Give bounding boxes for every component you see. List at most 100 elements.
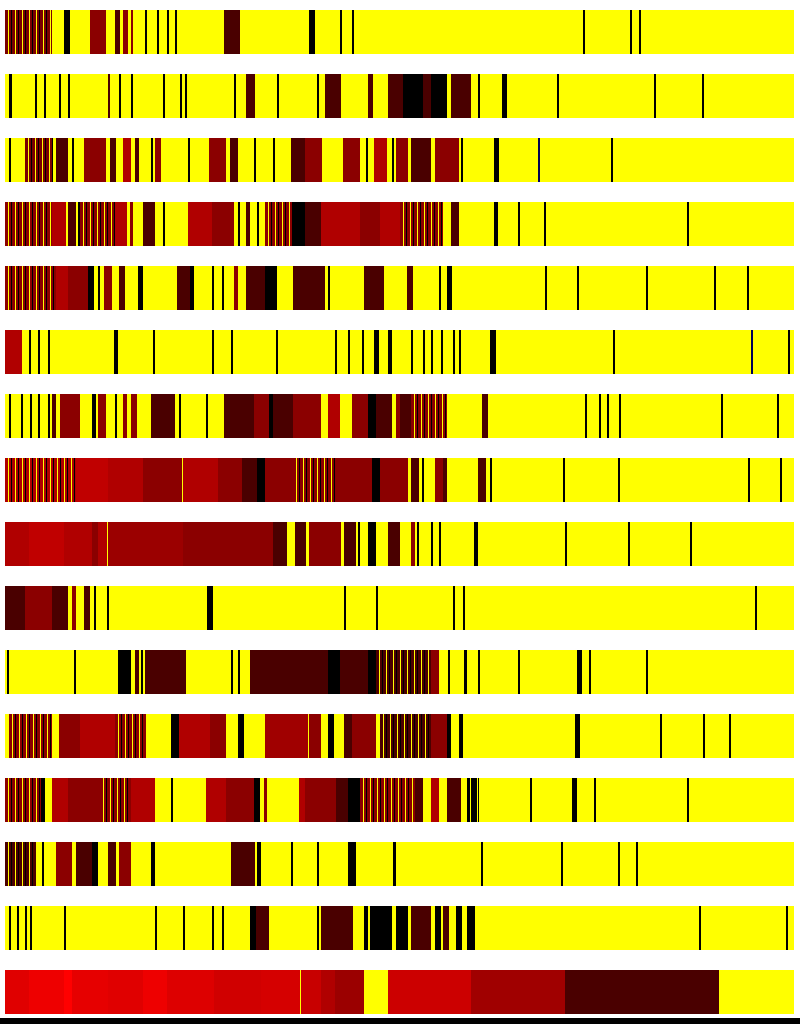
band-segment: [98, 522, 107, 566]
band-segment: [21, 394, 23, 438]
band-segment: [453, 586, 455, 630]
band-segment: [490, 458, 492, 502]
strip-11: [5, 650, 794, 694]
band-segment: [80, 714, 116, 758]
band-segment: [42, 842, 44, 886]
band-segment: [119, 74, 121, 118]
band-segment: [210, 522, 273, 566]
band-segment: [411, 522, 415, 566]
band-segment: [135, 650, 139, 694]
band-segment: [583, 10, 585, 54]
band-segment: [755, 586, 757, 630]
strip-2: [5, 74, 794, 118]
band-segment: [388, 74, 404, 118]
band-segment: [108, 458, 144, 502]
band-segment: [370, 906, 392, 950]
band-segment: [518, 202, 520, 246]
band-segment: [388, 970, 471, 1014]
band-segment: [68, 778, 100, 822]
band-segment: [273, 394, 293, 438]
band-segment: [238, 714, 244, 758]
band-segment: [557, 74, 559, 118]
band-segment: [372, 458, 380, 502]
band-segment: [60, 394, 80, 438]
band-segment: [561, 842, 563, 886]
band-segment: [411, 394, 447, 438]
band-segment: [52, 586, 68, 630]
band-segment: [451, 74, 471, 118]
band-segment: [321, 970, 335, 1014]
band-segment: [265, 202, 293, 246]
band-segment: [336, 778, 348, 822]
band-segment: [254, 394, 270, 438]
strip-9: [5, 522, 794, 566]
band-segment: [155, 138, 161, 182]
band-segment: [9, 906, 11, 950]
band-segment: [325, 74, 341, 118]
band-segment: [400, 202, 443, 246]
band-segment: [348, 842, 356, 886]
band-segment: [335, 970, 364, 1014]
band-segment: [358, 522, 360, 566]
band-segment: [423, 330, 425, 374]
strip-8: [5, 458, 794, 502]
band-segment: [115, 394, 117, 438]
band-segment: [9, 714, 52, 758]
band-segment: [443, 458, 447, 502]
band-segment: [699, 906, 701, 950]
band-segment: [299, 778, 305, 822]
strip-1: [5, 10, 794, 54]
band-segment: [5, 330, 22, 374]
band-segment: [119, 842, 131, 886]
band-segment: [748, 458, 750, 502]
band-segment: [297, 650, 329, 694]
band-segment: [163, 202, 165, 246]
band-segment: [265, 266, 277, 310]
band-segment: [301, 970, 321, 1014]
band-segment: [530, 778, 532, 822]
band-segment: [435, 458, 443, 502]
band-segment: [630, 10, 632, 54]
band-segment: [257, 842, 261, 886]
band-segment: [352, 10, 354, 54]
band-segment: [435, 138, 459, 182]
band-segment: [123, 10, 128, 54]
band-segment: [563, 458, 565, 502]
band-segment: [431, 778, 439, 822]
band-segment: [317, 906, 319, 950]
band-segment: [92, 394, 96, 438]
band-segment: [380, 202, 400, 246]
band-segment: [212, 266, 214, 310]
band-segment: [92, 522, 98, 566]
band-segment: [786, 906, 788, 950]
band-segment: [618, 458, 620, 502]
band-segment: [396, 906, 408, 950]
band-segment: [714, 266, 716, 310]
band-segment: [309, 714, 321, 758]
band-segment: [368, 650, 376, 694]
band-segment: [366, 138, 368, 182]
band-segment: [230, 138, 238, 182]
band-segment: [439, 266, 441, 310]
band-segment: [265, 714, 308, 758]
band-segment: [180, 74, 182, 118]
band-segment: [171, 778, 173, 822]
band-segment: [68, 74, 70, 118]
band-segment: [518, 650, 520, 694]
band-segment: [340, 650, 368, 694]
band-segment: [660, 714, 662, 758]
band-segment: [494, 138, 499, 182]
band-segment: [52, 394, 56, 438]
band-segment: [344, 522, 356, 566]
band-segment: [352, 714, 376, 758]
band-segment: [467, 906, 475, 950]
band-segment: [108, 842, 116, 886]
band-segment: [153, 330, 155, 374]
band-segment: [115, 202, 127, 246]
band-segment: [100, 778, 132, 822]
band-segment: [431, 330, 433, 374]
band-segment: [368, 74, 373, 118]
band-segment: [639, 10, 641, 54]
band-segment: [368, 522, 376, 566]
band-segment: [478, 458, 486, 502]
